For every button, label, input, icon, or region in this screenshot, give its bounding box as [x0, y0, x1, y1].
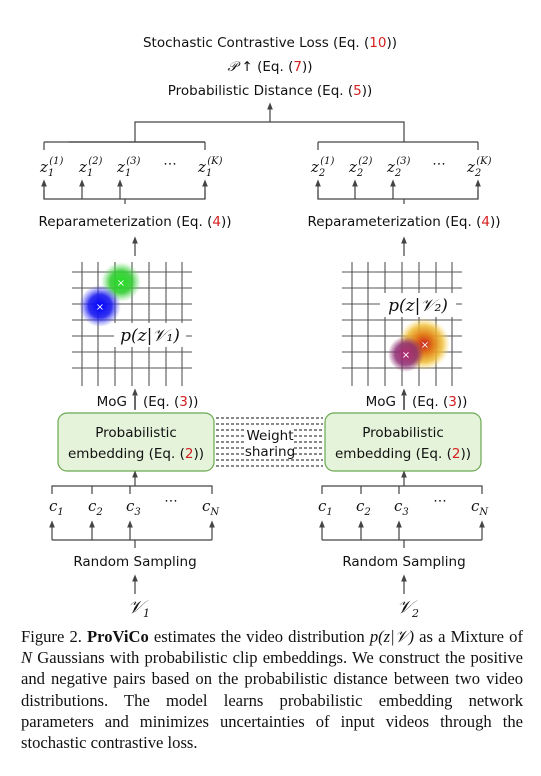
- caption-text-3: Gaussians with probabilistic clip embedd…: [21, 648, 523, 753]
- figure-caption: Figure 2. ProViCo estimates the video di…: [21, 626, 523, 753]
- z-sample-1-ellipsis: ⋯: [163, 156, 177, 172]
- caption-math-1: p(z|𝒱): [369, 627, 415, 646]
- clip-2-2: c2: [356, 497, 371, 518]
- clip-1-ellipsis: ⋯: [164, 493, 178, 509]
- provico-diagram: Stochastic Contrastive Loss (Eq. (10)) 𝒫…: [39, 35, 501, 620]
- z-sample-2-1: z2(1): [310, 156, 335, 179]
- caption-text-1: estimates the video distribution: [148, 627, 370, 646]
- random-sampling-label-2: Random Sampling: [342, 554, 465, 570]
- clip-2-n: cN: [471, 497, 489, 518]
- dist-label-bg-2: [380, 293, 456, 317]
- mean-marker-green: ×: [117, 278, 125, 289]
- z-sample-2-2: z2(2): [348, 156, 373, 179]
- mean-marker-purple: ×: [402, 350, 410, 361]
- video-1: 𝒱1: [128, 597, 150, 620]
- merge-connector: [134, 102, 405, 142]
- z-sample-1-1: z1(1): [39, 156, 64, 179]
- z-sample-1-2: z1(2): [78, 156, 103, 179]
- z-sample-2-ellipsis: ⋯: [432, 156, 446, 172]
- random-sampling-label-1: Random Sampling: [73, 554, 196, 570]
- gaussian-blob-blue: [79, 285, 121, 327]
- probabilistic-distance-label: Probabilistic Distance (Eq. (5)): [168, 83, 373, 99]
- clip-2-3: c3: [394, 497, 409, 518]
- stochastic-contrastive-loss-label: Stochastic Contrastive Loss (Eq. (10)): [143, 35, 397, 51]
- mean-marker-orange: ×: [421, 340, 429, 351]
- embedding-label-line2-1: embedding (Eq. (2)): [68, 446, 204, 462]
- mog-eq-label-2: (Eq. (3)): [412, 394, 467, 410]
- branch-2: z2(1) z2(2) z2(3) ⋯ z2(K) Reparameteriza…: [308, 141, 501, 620]
- gaussian-blob-purple: [388, 336, 424, 372]
- z-sample-2-3: z2(3): [386, 156, 411, 179]
- clip-2-ellipsis: ⋯: [433, 493, 447, 509]
- clip-1-3: c3: [126, 497, 141, 518]
- embedding-label-line1-2: Probabilistic: [362, 425, 444, 441]
- weight-sharing-link: [216, 417, 323, 467]
- mog-label-2: MoG: [366, 394, 396, 410]
- distribution-label-1: p(z|𝒱₁): [120, 326, 180, 346]
- probability-label: 𝒫 ↑ (Eq. (7)): [228, 59, 313, 75]
- caption-method-name: ProViCo: [87, 627, 149, 646]
- probabilistic-embedding-box-1: [57, 412, 215, 472]
- mog-separator-1: |: [133, 394, 138, 410]
- distribution-label-2: p(z|𝒱₂): [388, 296, 448, 316]
- mog-label-1: MoG: [97, 394, 127, 410]
- caption-text-2: as a Mixture of: [414, 627, 523, 646]
- clip-connector-1: [49, 470, 215, 548]
- embedding-label-line2-2: embedding (Eq. (2)): [335, 446, 471, 462]
- clip-2-1: c1: [318, 497, 333, 518]
- clip-1-2: c2: [88, 497, 103, 518]
- z-bracket-1: [41, 141, 208, 204]
- dist-label-bg-1: [114, 323, 186, 347]
- z-sample-2-k: z2(K): [466, 156, 492, 179]
- probabilistic-embedding-box-2: [324, 412, 482, 472]
- video-2: 𝒱2: [397, 597, 419, 620]
- weight-sharing-label-line1: Weight: [246, 428, 293, 444]
- branch-1: z1(1) z1(2) z1(3) ⋯ z1(K) Reparameteriza…: [39, 141, 232, 620]
- clip-connector-2: [319, 470, 485, 548]
- mog-separator-2: |: [402, 394, 407, 410]
- caption-math-2: N: [21, 648, 33, 668]
- z-sample-1-k: z1(K): [197, 156, 223, 179]
- clip-1-1: c1: [49, 497, 64, 518]
- reparameterization-label-1: Reparameterization (Eq. (4)): [39, 214, 232, 230]
- mean-marker-blue: ×: [96, 302, 104, 313]
- embedding-label-line1-1: Probabilistic: [95, 425, 177, 441]
- z-bracket-2: [315, 141, 481, 204]
- z-sample-1-3: z1(3): [116, 156, 141, 179]
- weight-sharing-label-line2: sharing: [245, 444, 295, 460]
- reparameterization-label-2: Reparameterization (Eq. (4)): [308, 214, 501, 230]
- clip-1-n: cN: [202, 497, 220, 518]
- mog-eq-label-1: (Eq. (3)): [143, 394, 198, 410]
- caption-figure-label: Figure 2.: [21, 627, 82, 646]
